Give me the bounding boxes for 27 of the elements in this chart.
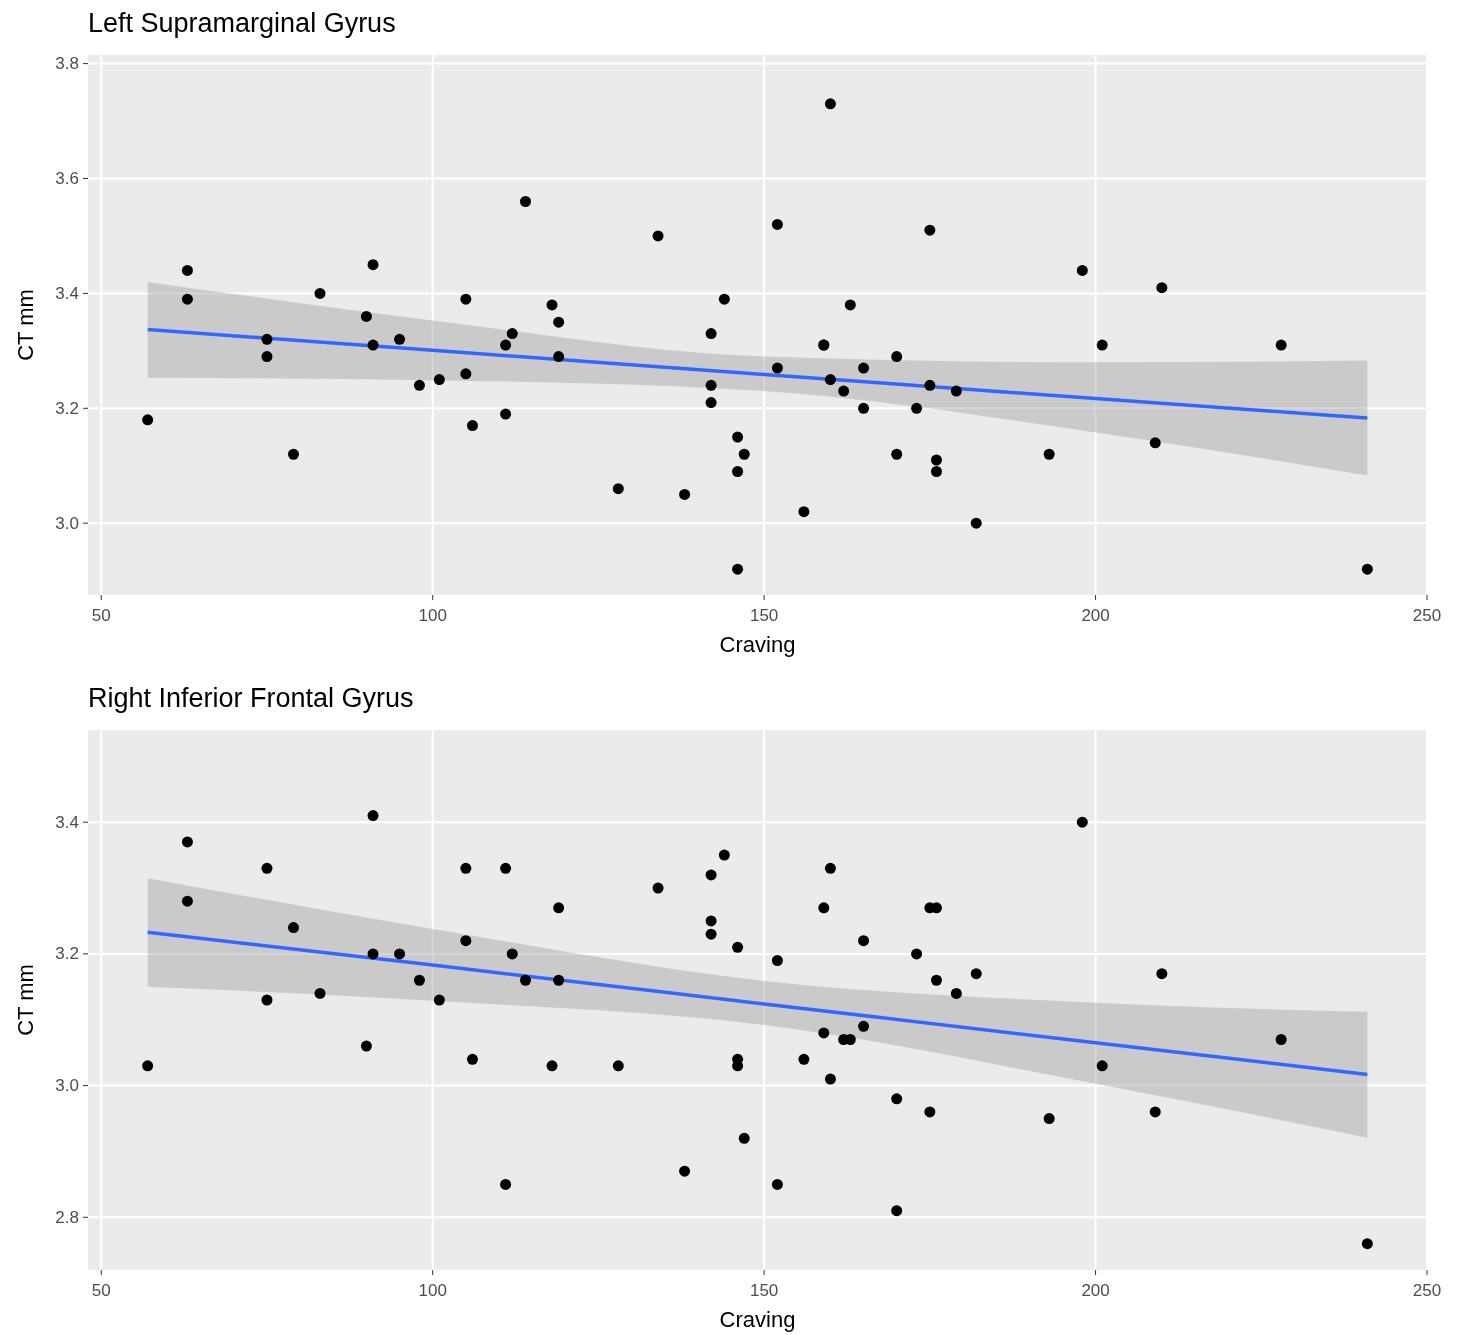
y-tick-label: 3.0 (55, 513, 79, 533)
x-tick-label: 50 (91, 606, 111, 625)
y-tick-label: 3.6 (55, 169, 79, 189)
x-axis-title: Craving (719, 1307, 796, 1332)
y-tick-label: 3.8 (55, 54, 79, 74)
y-tick-label: 3.4 (55, 283, 79, 303)
line-series (145, 327, 1370, 420)
y-tick-label: 3.2 (55, 944, 79, 964)
x-axis-title: Craving (719, 632, 796, 657)
x-tick-label: 150 (749, 606, 779, 625)
chart-title: Right Inferior Frontal Gyrus (88, 683, 414, 713)
x-tick-label: 250 (1412, 1281, 1442, 1300)
y-tick-label: 3.2 (55, 398, 79, 418)
x-tick-label: 150 (749, 1281, 779, 1300)
x-tick-label: 200 (1081, 1281, 1110, 1300)
x-tick-label: 100 (418, 606, 447, 625)
y-tick-label: 2.8 (55, 1207, 79, 1227)
x-tick-label: 100 (418, 1281, 447, 1300)
x-tick-label: 250 (1412, 606, 1442, 625)
y-axis-title: CT mm (13, 289, 38, 361)
line-series (145, 930, 1370, 1077)
y-tick-label: 3.4 (55, 812, 79, 832)
x-tick-label: 50 (91, 1281, 111, 1300)
chart-title: Left Supramarginal Gyrus (88, 8, 396, 38)
y-tick-label: 3.0 (55, 1076, 79, 1096)
x-tick-label: 200 (1081, 606, 1110, 625)
y-axis-title: CT mm (13, 964, 38, 1036)
